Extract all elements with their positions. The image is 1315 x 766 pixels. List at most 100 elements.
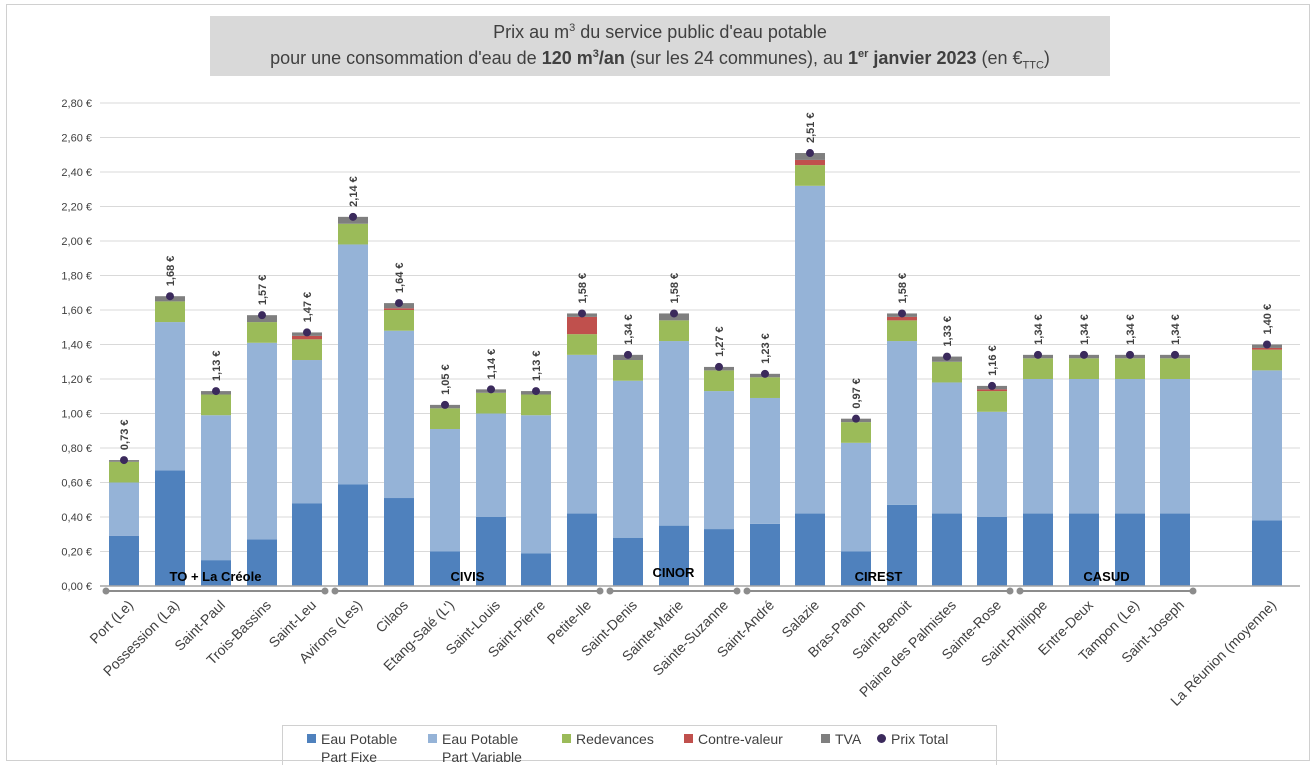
bar-segment-1: [932, 382, 962, 514]
bar-segment-1: [1160, 379, 1190, 514]
total-label: 1,16 €: [987, 345, 999, 376]
total-marker: [624, 350, 632, 359]
bar-segment-1: [521, 415, 551, 554]
y-tick-label: 1,60 €: [61, 305, 92, 317]
y-tick-label: 1,80 €: [61, 271, 92, 283]
legend-label: Redevances: [576, 731, 654, 747]
bar-segment-2: [430, 408, 460, 430]
legend-item-contre-valeur: Contre-valeur: [684, 730, 783, 748]
total-marker: [761, 369, 769, 378]
bar-segment-2: [750, 377, 780, 398]
bar-segment-3: [567, 316, 597, 335]
bar-segment-3: [977, 389, 1007, 392]
bar-segment-1: [338, 244, 368, 485]
bar-segment-1: [750, 397, 780, 524]
legend-label: Prix Total: [891, 731, 949, 747]
legend-swatch-contre-valeur: [684, 734, 693, 743]
group-label: CIVIS: [451, 569, 485, 584]
bar-segment-1: [201, 415, 231, 561]
bar-segment-1: [613, 380, 643, 538]
y-tick-label: 2,00 €: [61, 236, 92, 248]
bar-segment-1: [887, 341, 917, 505]
bar-segment-0: [430, 551, 460, 586]
bar-segment-1: [659, 341, 689, 526]
y-tick-label: 1,40 €: [61, 340, 92, 352]
bar-segment-2: [155, 301, 185, 323]
bar-segment-0: [476, 517, 506, 586]
total-marker: [303, 328, 311, 337]
bar-segment-2: [1115, 358, 1145, 379]
bar-segment-2: [977, 391, 1007, 412]
total-marker: [670, 309, 678, 318]
total-marker: [1034, 350, 1042, 359]
y-tick-label: 1,00 €: [61, 409, 92, 421]
group-label: TO + La Créole: [170, 569, 262, 584]
y-tick-label: 2,40 €: [61, 167, 92, 179]
bar-segment-2: [1160, 358, 1190, 379]
group-label: CASUD: [1083, 569, 1129, 584]
legend-label: Eau Potable: [442, 731, 519, 747]
bar-segment-1: [430, 429, 460, 552]
total-label: 1,05 €: [440, 364, 452, 395]
total-marker: [852, 414, 860, 423]
bar-segment-0: [795, 513, 825, 586]
y-tick-label: 0,80 €: [61, 443, 92, 455]
y-tick-label: 0,20 €: [61, 547, 92, 559]
legend-marker-prix-total: [877, 734, 886, 743]
total-label: 1,58 €: [577, 273, 589, 304]
y-tick-label: 0,00 €: [61, 581, 92, 593]
total-marker: [395, 299, 403, 308]
bar-segment-0: [292, 503, 322, 586]
bar-segment-1: [977, 411, 1007, 517]
bar-segment-0: [1115, 513, 1145, 586]
legend-swatch-variable: [428, 734, 437, 743]
bar-segment-0: [613, 537, 643, 586]
bar-segment-0: [338, 484, 368, 586]
total-marker: [943, 352, 951, 361]
legend-label: Eau Potable: [321, 731, 398, 747]
bar-segment-2: [292, 339, 322, 361]
chart-title-line1: Prix au m3 du service public d'eau potab…: [493, 22, 827, 42]
bar-segment-2: [659, 320, 689, 342]
group-line-end: [102, 587, 110, 595]
bar-segment-2: [932, 361, 962, 383]
total-label: 2,51 €: [805, 112, 817, 143]
bar-segment-0: [659, 525, 689, 586]
bar-segment-2: [567, 334, 597, 355]
total-marker: [578, 309, 586, 318]
bar-segment-1: [567, 354, 597, 514]
legend-swatch-tva: [821, 734, 830, 743]
bar-segment-1: [704, 391, 734, 530]
total-marker: [441, 400, 449, 409]
y-tick-label: 0,40 €: [61, 512, 92, 524]
total-marker: [532, 387, 540, 396]
bar-segment-0: [1069, 513, 1099, 586]
bar-segment-1: [292, 360, 322, 504]
total-label: 1,57 €: [257, 275, 269, 306]
chart-legend: Eau Potable Part Fixe Eau Potable Part Var…: [282, 725, 997, 765]
legend-label: Part Variable: [442, 749, 522, 765]
group-line-end: [331, 587, 339, 595]
group-label: CIREST: [855, 569, 903, 584]
chart-title: Prix au m3 du service public d'eau potab…: [210, 16, 1110, 76]
bar-segment-0: [201, 560, 231, 586]
total-label: 1,34 €: [1033, 314, 1045, 345]
total-label: 0,73 €: [119, 419, 131, 450]
bar-segment-1: [476, 413, 506, 517]
bar-segment-3: [1252, 347, 1282, 350]
x-tick-label: Salazie: [778, 597, 822, 641]
y-tick-label: 0,60 €: [61, 478, 92, 490]
bar-segment-2: [521, 394, 551, 416]
y-tick-label: 2,20 €: [61, 202, 92, 214]
total-marker: [806, 149, 814, 158]
group-line-end: [743, 587, 751, 595]
bar-segment-2: [476, 392, 506, 414]
total-label: 1,34 €: [1079, 314, 1091, 345]
total-marker: [166, 292, 174, 301]
bar-segment-1: [109, 482, 139, 536]
legend-label: Contre-valeur: [698, 731, 783, 747]
bar-segment-0: [521, 553, 551, 586]
legend-item-prix-total: Prix Total: [877, 730, 948, 748]
bar-segment-0: [1023, 513, 1053, 586]
